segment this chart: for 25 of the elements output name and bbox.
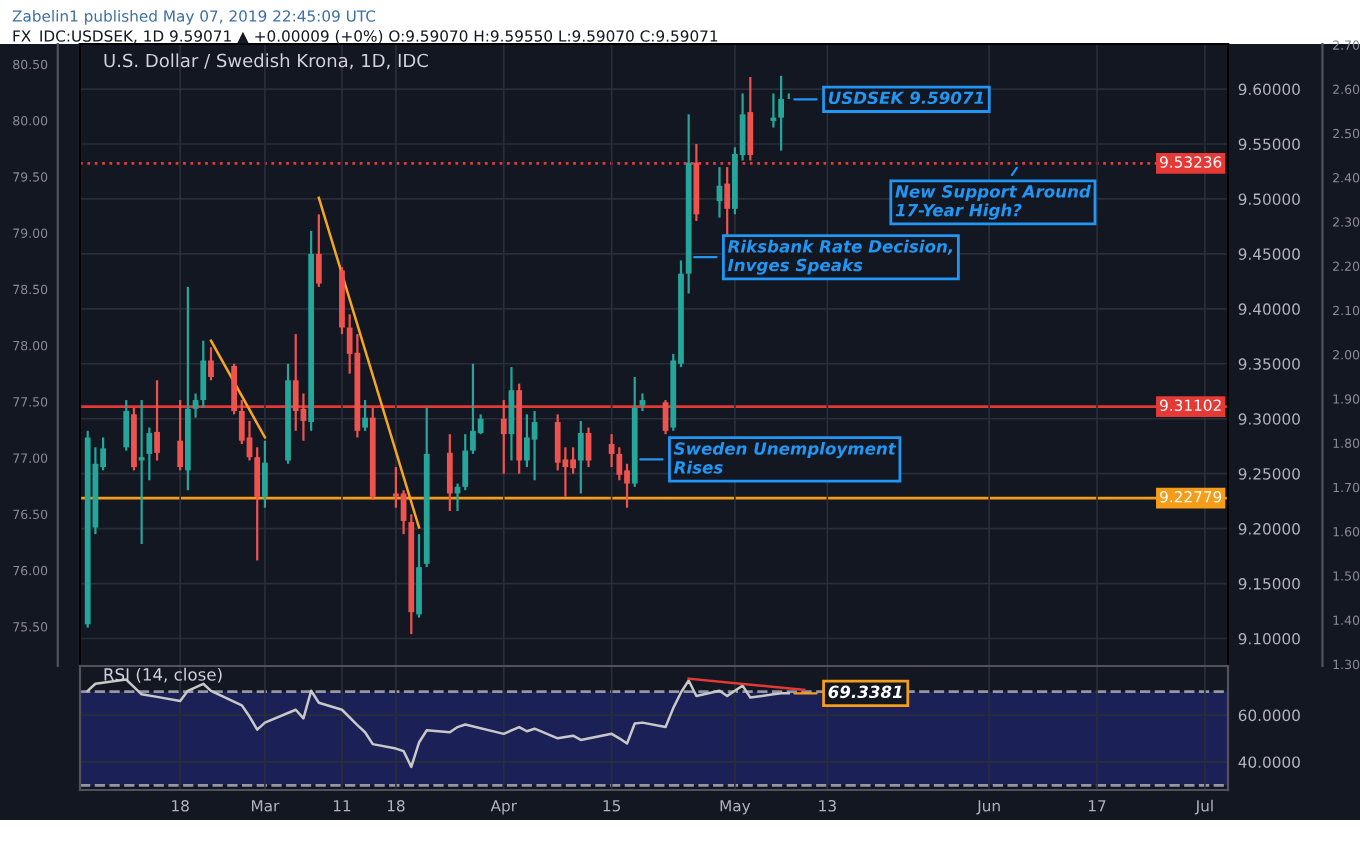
annotation: 69.3381 <box>828 685 902 699</box>
chart-title: U.S. Dollar / Swedish Krona, 1D, IDC <box>104 53 428 70</box>
candlestick <box>500 398 507 475</box>
candlestick <box>416 533 422 619</box>
annotation: Riksbank Rate Decision, Invges Speaks <box>727 239 953 275</box>
candlestick <box>362 398 368 432</box>
candlestick <box>624 462 630 509</box>
candlestick <box>138 398 145 546</box>
candlestick <box>208 346 214 382</box>
candlestick <box>747 75 754 162</box>
candlestick <box>231 362 237 416</box>
candlestick <box>315 213 322 288</box>
candlestick <box>123 398 130 452</box>
candlestick <box>154 379 160 462</box>
candlestick <box>778 74 785 152</box>
annotation: USDSEK 9.59071 <box>828 91 984 105</box>
candlestick <box>262 439 268 509</box>
candlestick <box>177 398 184 472</box>
annotation: New Support Around 17-Year High? <box>895 184 1091 220</box>
chart-title: RSI (14, close) <box>104 667 222 683</box>
annotation: Sweden Unemployment Rises <box>673 441 897 474</box>
candlestick <box>724 165 731 239</box>
candlestick <box>446 433 453 513</box>
candlestick <box>577 419 584 495</box>
candlestick <box>470 362 476 456</box>
